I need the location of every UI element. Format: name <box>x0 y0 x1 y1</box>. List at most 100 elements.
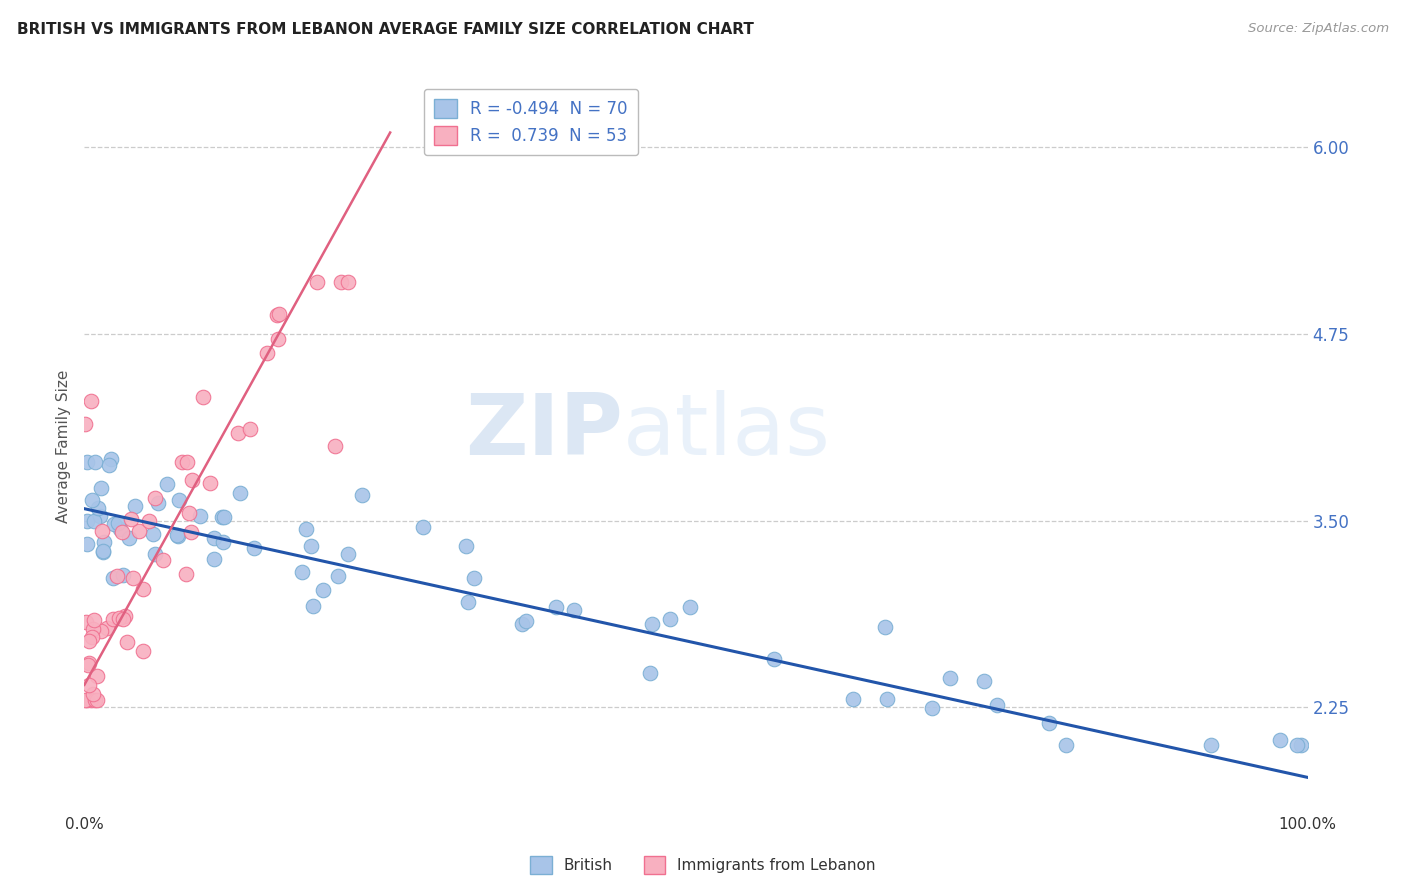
Point <box>83 692 105 706</box>
Point <box>267 332 290 346</box>
Point <box>86 669 108 683</box>
Point <box>108 611 131 625</box>
Point <box>350 488 373 502</box>
Point <box>101 571 124 585</box>
Point <box>226 426 249 441</box>
Point <box>1289 738 1312 752</box>
Point <box>142 526 165 541</box>
Point <box>83 514 105 528</box>
Point <box>98 458 121 472</box>
Point <box>211 510 233 524</box>
Point <box>337 547 360 561</box>
Point <box>939 671 962 685</box>
Point <box>1268 732 1291 747</box>
Y-axis label: Average Family Size: Average Family Size <box>56 369 72 523</box>
Point <box>73 417 96 431</box>
Point <box>510 616 533 631</box>
Point <box>228 485 250 500</box>
Point <box>80 394 103 409</box>
Point <box>202 552 225 566</box>
Point <box>876 692 898 706</box>
Point <box>146 496 169 510</box>
Point <box>172 455 194 469</box>
Point <box>986 698 1008 712</box>
Point <box>120 512 142 526</box>
Point <box>156 477 179 491</box>
Point <box>239 422 262 436</box>
Legend: British, Immigrants from Lebanon: British, Immigrants from Lebanon <box>524 850 882 880</box>
Point <box>842 692 865 706</box>
Point <box>256 346 278 360</box>
Point <box>103 517 125 532</box>
Point <box>336 275 359 289</box>
Point <box>77 634 100 648</box>
Point <box>166 528 188 542</box>
Point <box>638 666 661 681</box>
Point <box>1199 738 1222 752</box>
Point <box>114 609 136 624</box>
Point <box>75 615 97 629</box>
Point <box>75 692 97 706</box>
Point <box>323 439 346 453</box>
Point <box>100 451 122 466</box>
Point <box>177 506 200 520</box>
Point <box>111 612 134 626</box>
Point <box>546 600 568 615</box>
Point <box>111 525 134 540</box>
Point <box>118 531 141 545</box>
Point <box>1286 738 1309 752</box>
Point <box>105 568 128 582</box>
Point <box>131 582 153 596</box>
Point <box>76 692 98 706</box>
Point <box>101 612 124 626</box>
Point <box>457 595 479 609</box>
Point <box>93 535 115 549</box>
Point <box>86 692 108 706</box>
Point <box>312 582 335 597</box>
Point <box>463 571 485 585</box>
Point <box>180 525 202 540</box>
Point <box>131 644 153 658</box>
Point <box>143 548 166 562</box>
Point <box>91 545 114 559</box>
Point <box>82 687 104 701</box>
Point <box>76 515 98 529</box>
Point <box>76 455 98 469</box>
Point <box>107 516 129 530</box>
Point <box>973 673 995 688</box>
Point <box>198 476 221 491</box>
Point <box>89 508 111 523</box>
Point <box>124 499 146 513</box>
Point <box>79 678 101 692</box>
Point <box>152 552 174 566</box>
Text: atlas: atlas <box>623 390 831 473</box>
Point <box>91 524 114 539</box>
Point <box>679 600 702 615</box>
Point <box>111 568 134 582</box>
Text: BRITISH VS IMMIGRANTS FROM LEBANON AVERAGE FAMILY SIZE CORRELATION CHART: BRITISH VS IMMIGRANTS FROM LEBANON AVERA… <box>17 22 754 37</box>
Point <box>658 612 681 626</box>
Point <box>77 658 100 673</box>
Point <box>143 491 166 505</box>
Point <box>412 520 434 534</box>
Point <box>562 603 585 617</box>
Point <box>212 510 235 524</box>
Point <box>295 522 318 536</box>
Point <box>1038 716 1060 731</box>
Point <box>921 701 943 715</box>
Point <box>110 522 132 536</box>
Point <box>76 537 98 551</box>
Point <box>641 616 664 631</box>
Point <box>202 531 225 545</box>
Point <box>128 524 150 538</box>
Point <box>121 571 143 585</box>
Point <box>82 631 104 645</box>
Point <box>212 534 235 549</box>
Point <box>269 307 291 321</box>
Point <box>167 528 190 542</box>
Point <box>77 657 100 671</box>
Point <box>82 622 104 636</box>
Point <box>515 614 537 628</box>
Point <box>763 652 786 666</box>
Point <box>138 514 160 528</box>
